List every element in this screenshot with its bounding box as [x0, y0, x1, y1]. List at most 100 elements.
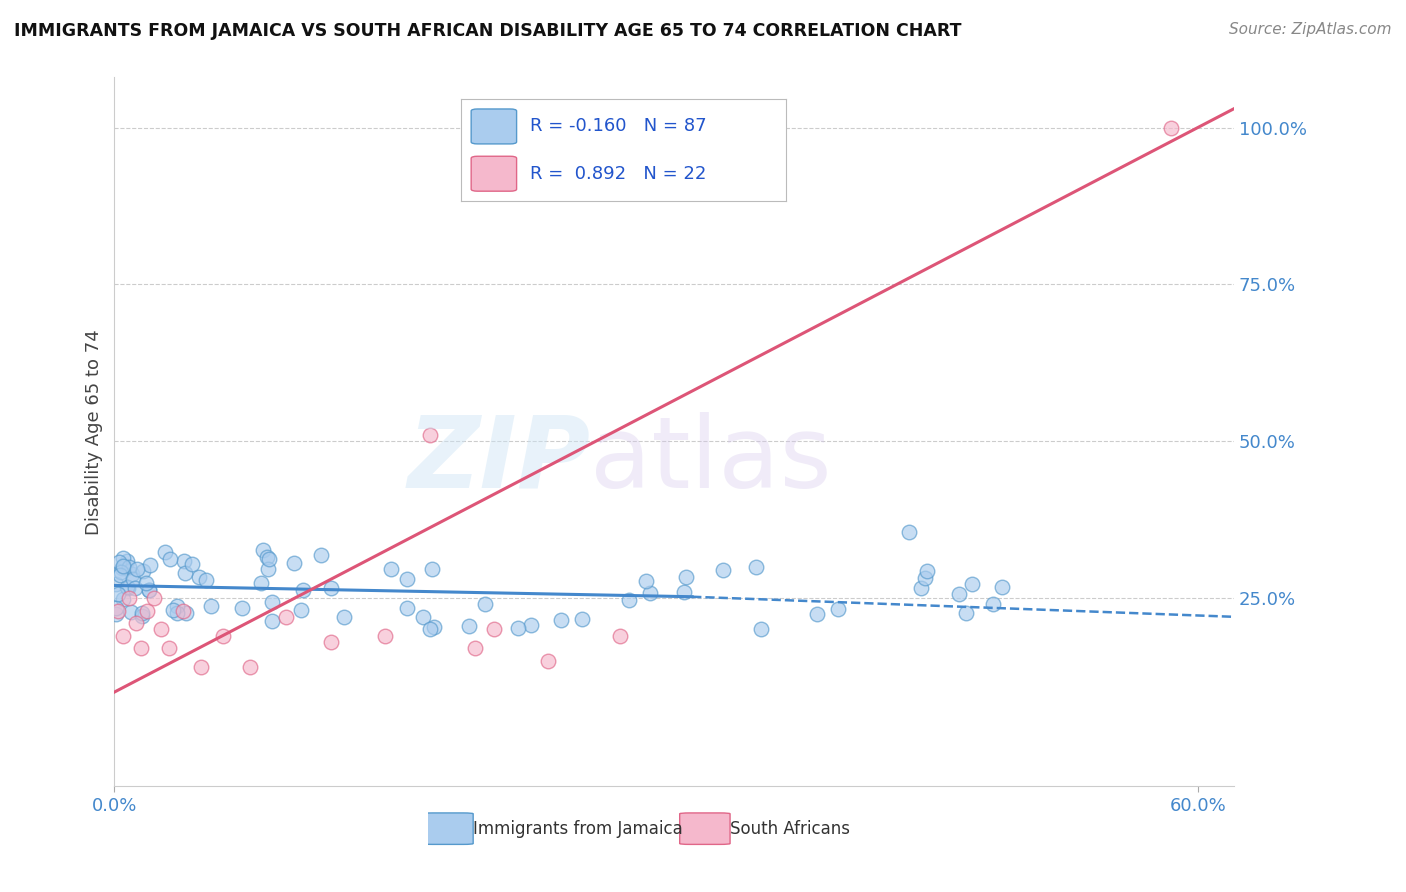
Point: [274, 609, 297, 624]
Y-axis label: Disability Age 65 to 74: Disability Age 65 to 74: [86, 329, 103, 534]
Point: [155, 545, 177, 559]
Point: [107, 587, 129, 601]
Point: [135, 575, 157, 590]
Point: [250, 576, 273, 591]
Point: [108, 568, 131, 582]
Point: [108, 555, 131, 569]
Point: [914, 571, 936, 585]
Point: [143, 591, 166, 605]
Point: [187, 570, 209, 584]
Point: [256, 550, 278, 565]
Point: [675, 570, 697, 584]
Point: [211, 629, 233, 643]
Point: [257, 552, 280, 566]
Point: [319, 635, 342, 649]
Point: [104, 577, 127, 591]
Point: [806, 607, 828, 622]
Point: [321, 581, 343, 595]
Point: [419, 622, 441, 636]
Point: [104, 600, 127, 615]
Point: [262, 595, 284, 609]
Point: [537, 654, 560, 668]
Point: [104, 607, 127, 622]
Point: [166, 599, 188, 613]
Point: [955, 606, 977, 620]
Point: [333, 610, 356, 624]
Point: [960, 576, 983, 591]
Point: [125, 562, 148, 576]
Point: [118, 591, 141, 605]
Point: [138, 558, 160, 573]
Point: [150, 623, 173, 637]
Point: [395, 572, 418, 586]
Point: [122, 572, 145, 586]
Point: [124, 581, 146, 595]
Point: [112, 592, 135, 607]
Point: [117, 581, 139, 595]
Point: [617, 593, 640, 607]
Point: [115, 580, 138, 594]
Point: [200, 599, 222, 614]
Text: ZIP: ZIP: [408, 411, 591, 508]
Point: [112, 629, 135, 643]
Text: IMMIGRANTS FROM JAMAICA VS SOUTH AFRICAN DISABILITY AGE 65 TO 74 CORRELATION CHA: IMMIGRANTS FROM JAMAICA VS SOUTH AFRICAN…: [14, 22, 962, 40]
Point: [180, 558, 202, 572]
Point: [609, 629, 631, 643]
Point: [290, 603, 312, 617]
Point: [711, 563, 734, 577]
Point: [174, 566, 197, 581]
Point: [550, 613, 572, 627]
Point: [174, 607, 197, 621]
Point: [112, 550, 135, 565]
Point: [111, 561, 134, 575]
Point: [981, 597, 1004, 611]
Point: [131, 607, 153, 621]
Point: [117, 554, 139, 568]
Point: [380, 561, 402, 575]
Point: [107, 603, 129, 617]
Point: [162, 603, 184, 617]
Point: [1160, 120, 1182, 135]
Point: [138, 583, 160, 598]
Point: [571, 612, 593, 626]
Point: [132, 564, 155, 578]
Point: [190, 660, 212, 674]
Point: [121, 567, 143, 582]
Point: [257, 562, 280, 576]
Point: [195, 573, 218, 587]
Point: [420, 561, 443, 575]
Point: [827, 601, 849, 615]
Point: [172, 603, 194, 617]
Point: [910, 581, 932, 595]
Point: [157, 641, 180, 656]
Point: [111, 558, 134, 573]
Point: [412, 609, 434, 624]
Point: [474, 598, 496, 612]
Point: [464, 641, 486, 656]
Point: [991, 580, 1014, 594]
Point: [419, 428, 441, 442]
Text: atlas: atlas: [591, 411, 832, 508]
Point: [292, 582, 315, 597]
Point: [506, 621, 529, 635]
Point: [638, 586, 661, 600]
Point: [135, 603, 157, 617]
Point: [745, 560, 768, 574]
Point: [131, 641, 153, 656]
Point: [110, 565, 132, 579]
Point: [118, 559, 141, 574]
Point: [395, 601, 418, 615]
Point: [112, 559, 135, 574]
Point: [749, 622, 772, 636]
Point: [231, 601, 253, 615]
Point: [458, 619, 481, 633]
Point: [173, 554, 195, 568]
Point: [252, 542, 274, 557]
Point: [915, 564, 938, 578]
Point: [260, 614, 283, 628]
Point: [374, 629, 396, 643]
Point: [636, 574, 658, 589]
Point: [131, 609, 153, 624]
Text: Source: ZipAtlas.com: Source: ZipAtlas.com: [1229, 22, 1392, 37]
Point: [520, 618, 543, 632]
